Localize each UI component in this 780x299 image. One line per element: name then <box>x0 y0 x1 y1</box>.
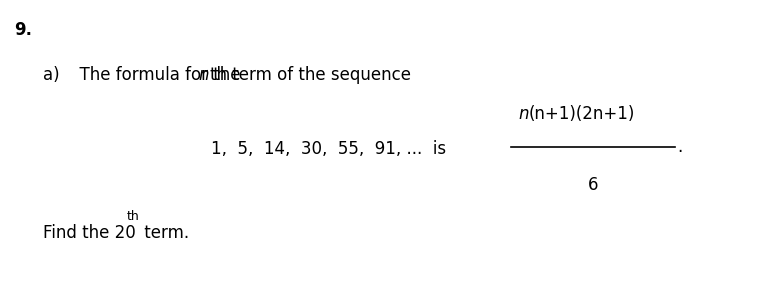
Text: th term of the sequence: th term of the sequence <box>210 66 411 84</box>
Text: 1,  5,  14,  30,  55,  91, ...  is: 1, 5, 14, 30, 55, 91, ... is <box>211 141 445 158</box>
Text: term.: term. <box>139 224 189 242</box>
Text: The formula for the: The formula for the <box>69 66 246 84</box>
Text: Find the 20: Find the 20 <box>43 224 136 242</box>
Text: n: n <box>199 66 209 84</box>
Text: 6: 6 <box>587 176 598 194</box>
Text: a): a) <box>43 66 59 84</box>
Text: (n+1)(2n+1): (n+1)(2n+1) <box>529 105 635 123</box>
Text: .: . <box>677 138 682 155</box>
Text: th: th <box>126 210 139 223</box>
Text: n: n <box>519 105 529 123</box>
Text: 9.: 9. <box>14 21 32 39</box>
